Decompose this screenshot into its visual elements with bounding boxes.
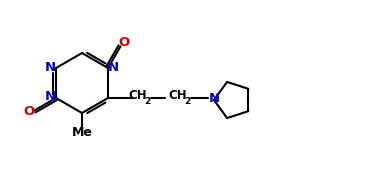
Text: CH: CH — [169, 89, 187, 102]
Text: CH: CH — [129, 89, 147, 102]
Text: Me: Me — [72, 127, 92, 140]
Text: N: N — [208, 92, 219, 104]
Text: O: O — [24, 105, 35, 118]
Text: N: N — [45, 90, 56, 104]
Text: N: N — [45, 60, 56, 73]
Text: 2: 2 — [145, 97, 151, 106]
Text: 2: 2 — [185, 97, 191, 106]
Text: N: N — [108, 60, 119, 73]
Text: O: O — [118, 36, 130, 49]
